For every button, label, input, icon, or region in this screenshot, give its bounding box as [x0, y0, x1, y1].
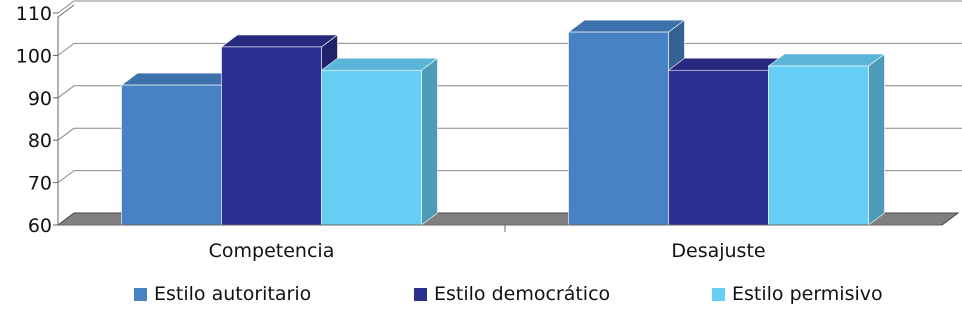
legend-swatch — [134, 288, 147, 301]
bar-front — [668, 69, 769, 226]
bar-front — [568, 31, 669, 226]
legend-item: Estilo permisivo — [712, 283, 883, 305]
bar-front — [221, 46, 322, 226]
bar-front — [321, 69, 422, 226]
bar-estilo-permisivo-desajuste — [767, 53, 886, 226]
y-tick-label: 90 — [28, 88, 52, 110]
bar-estilo-autoritario-desajuste — [567, 19, 686, 226]
bar-estilo-autoritario-competencia — [120, 72, 239, 226]
bar-estilo-democr-tico-desajuste — [667, 57, 786, 226]
legend-item: Estilo democrático — [414, 283, 610, 305]
bar-top — [767, 53, 886, 67]
bar-front — [121, 84, 222, 226]
legend-swatch — [712, 288, 725, 301]
y-tick-label: 110 — [16, 3, 52, 25]
legend-item: Estilo autoritario — [134, 283, 311, 305]
x-category-label: Desajuste — [671, 240, 765, 262]
bar-side — [421, 57, 438, 226]
bar-side — [868, 53, 885, 226]
y-tick-label: 60 — [28, 215, 52, 237]
bar-estilo-permisivo-competencia — [320, 57, 439, 226]
y-axis: 60 70 80 90 100 110 — [16, 3, 75, 237]
legend-label: Estilo autoritario — [154, 283, 311, 305]
x-category-label: Competencia — [209, 240, 335, 262]
bar-top — [120, 72, 239, 86]
gridline-slant — [57, 43, 75, 56]
gridline-slant — [57, 170, 75, 184]
gridline-slant — [57, 127, 75, 141]
y-axis-top — [57, 4, 75, 18]
legend-swatch — [414, 288, 427, 301]
bar-top — [567, 19, 686, 33]
x-axis: Competencia Desajuste — [58, 224, 942, 262]
bar-top — [220, 34, 339, 48]
y-tick-label: 70 — [28, 173, 52, 195]
y-tick-label: 100 — [16, 45, 52, 67]
gridline-slant — [57, 85, 75, 99]
legend: Estilo autoritario Estilo democrático Esti… — [134, 283, 883, 305]
bar-estilo-democr-tico-competencia — [220, 34, 339, 226]
legend-label: Estilo democrático — [434, 283, 610, 305]
bar-top — [320, 57, 439, 71]
bar-front — [768, 65, 869, 226]
y-tick-label: 80 — [28, 130, 52, 152]
gridline-slant — [57, 0, 75, 14]
legend-label: Estilo permisivo — [732, 283, 883, 305]
bar-group — [120, 19, 886, 226]
bar-top — [667, 57, 786, 71]
